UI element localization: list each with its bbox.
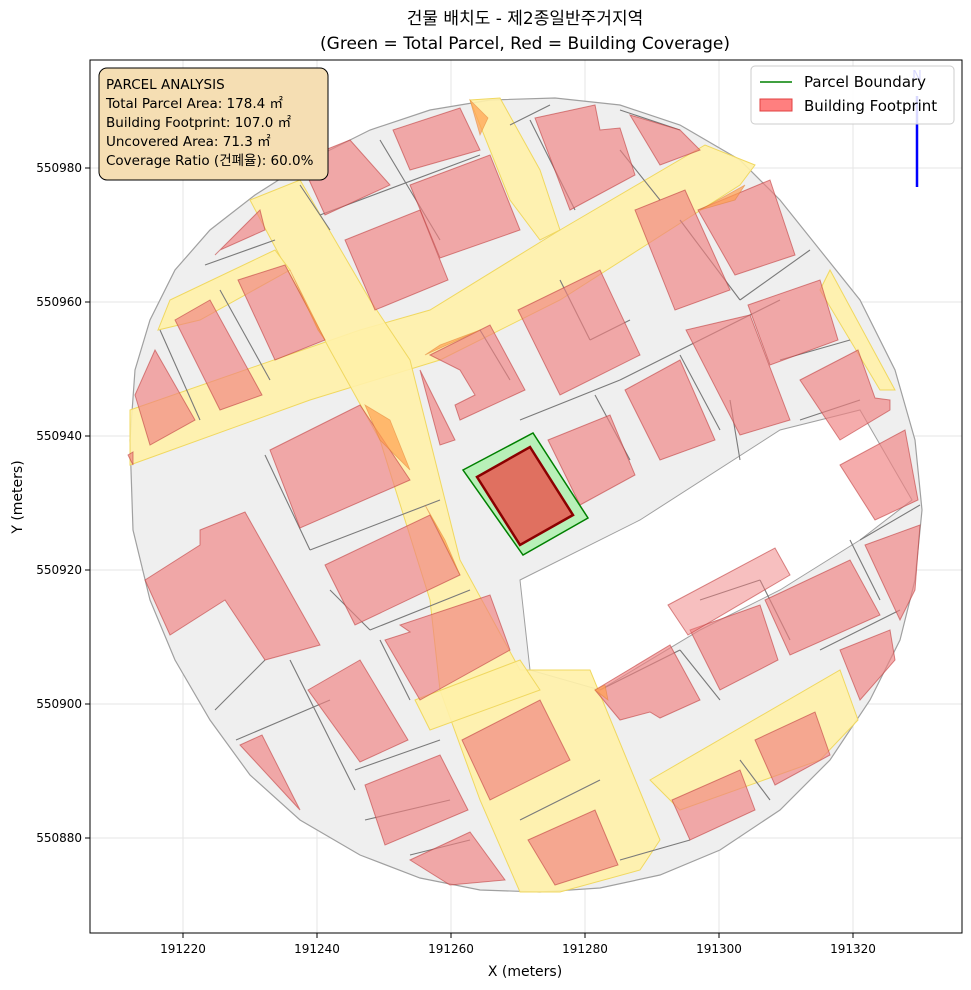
legend-building-label: Building Footprint <box>804 97 937 115</box>
y-tick-label: 550920 <box>36 563 82 577</box>
building <box>839 429 919 521</box>
building <box>269 404 411 529</box>
y-tick-label: 550880 <box>36 831 82 845</box>
building <box>461 699 571 801</box>
building <box>594 644 701 721</box>
x-axis-label: X (meters) <box>488 964 562 980</box>
y-tick-label: 550940 <box>36 429 82 443</box>
building <box>174 299 263 411</box>
overlap-areas <box>289 98 746 701</box>
building <box>667 547 791 636</box>
road-east-edge <box>819 268 896 391</box>
building <box>239 734 301 811</box>
building <box>747 279 839 366</box>
y-axis-label: Y (meters) <box>10 460 26 534</box>
x-tick-label: 191240 <box>294 942 340 956</box>
building <box>689 604 779 691</box>
road-south-branch <box>414 659 541 731</box>
tick-marks <box>85 167 854 938</box>
building <box>634 189 731 311</box>
building <box>764 559 881 656</box>
building <box>364 754 469 846</box>
building <box>754 711 831 786</box>
building <box>384 594 511 701</box>
building <box>419 324 526 446</box>
roads <box>129 97 896 893</box>
info-uncovered: Uncovered Area: 71.3 ㎡ <box>106 134 271 150</box>
legend: Parcel Boundary Building Footprint <box>750 65 955 125</box>
building <box>547 414 636 506</box>
legend-parcel-label: Parcel Boundary <box>804 73 926 91</box>
building <box>307 659 409 763</box>
building <box>392 107 481 171</box>
building <box>144 511 321 661</box>
building <box>534 104 636 211</box>
x-tick-label: 191260 <box>428 942 474 956</box>
building <box>624 359 716 461</box>
info-parcel-area: Total Parcel Area: 178.4 ㎡ <box>105 96 283 112</box>
x-tick-label: 191320 <box>830 942 876 956</box>
building <box>344 209 449 311</box>
map-title-line1: 건물 배치도 - 제2종일반주거지역 <box>407 9 643 29</box>
building <box>671 769 756 841</box>
building <box>839 629 896 701</box>
building <box>214 209 266 256</box>
info-heading: PARCEL ANALYSIS <box>106 77 225 93</box>
map-title-line2: (Green = Total Parcel, Red = Building Co… <box>320 34 730 54</box>
info-footprint: Building Footprint: 107.0 ㎡ <box>106 115 292 131</box>
y-tick-label: 550960 <box>36 295 82 309</box>
building <box>864 524 921 622</box>
legend-building-swatch-icon <box>759 98 793 112</box>
building <box>799 349 891 441</box>
x-tick-label: 191280 <box>562 942 608 956</box>
buildings <box>127 104 921 886</box>
y-tick-label: 550900 <box>36 697 82 711</box>
target-building <box>475 445 575 547</box>
building <box>628 114 701 166</box>
building <box>517 269 641 396</box>
road-main-diagonal <box>129 144 756 466</box>
road-north <box>469 97 561 241</box>
x-tick-label: 191300 <box>696 942 742 956</box>
building <box>685 314 791 436</box>
parcel-analysis-box: PARCEL ANALYSIS Total Parcel Area: 178.4… <box>98 67 329 181</box>
building <box>408 831 506 886</box>
building <box>527 809 619 886</box>
building <box>134 348 196 446</box>
info-coverage: Coverage Ratio (건폐율): 60.0% <box>106 153 314 169</box>
building <box>127 451 134 466</box>
y-tick-label: 550980 <box>36 161 82 175</box>
x-tick-label: 191220 <box>160 942 206 956</box>
plot-frame <box>89 59 963 934</box>
